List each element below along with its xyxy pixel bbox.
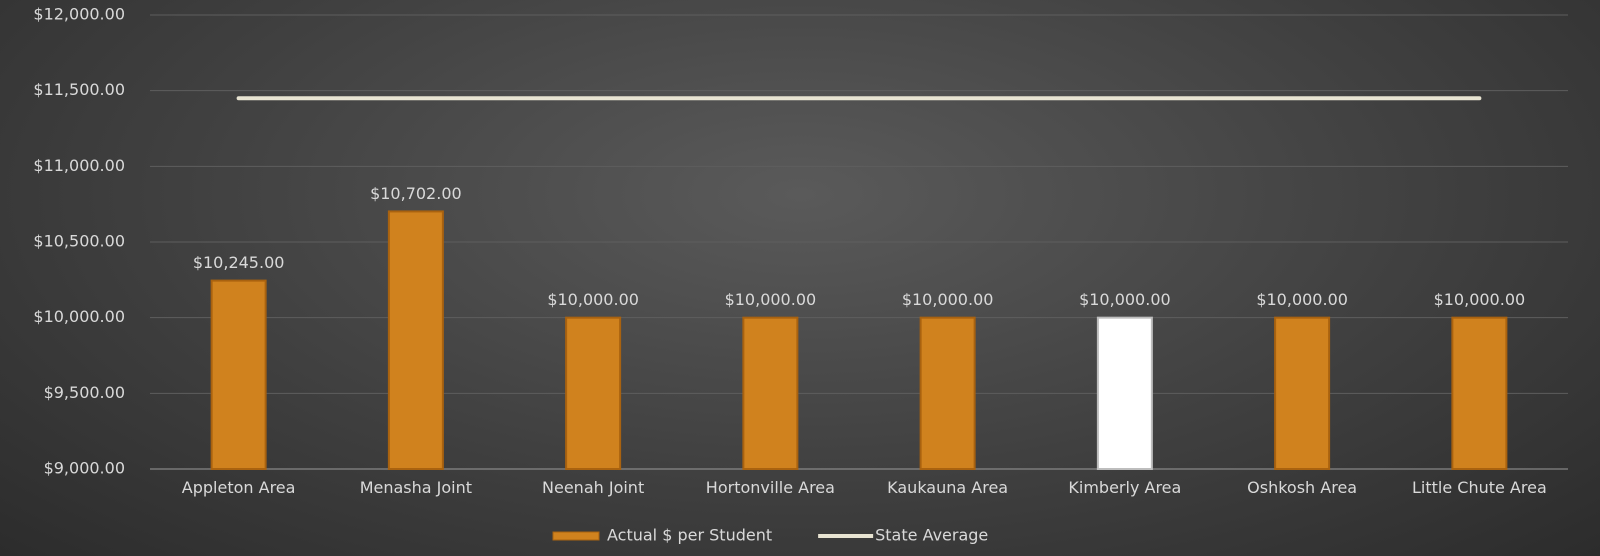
data-label: $10,000.00	[1256, 290, 1348, 309]
x-tick-label: Hortonville Area	[705, 478, 835, 497]
x-tick-label: Kimberly Area	[1068, 478, 1182, 497]
data-label: $10,245.00	[193, 253, 285, 272]
bar	[565, 316, 622, 470]
data-label: $10,000.00	[1434, 290, 1526, 309]
bar	[742, 316, 799, 470]
x-tick-label: Menasha Joint	[359, 478, 473, 497]
bar	[1274, 316, 1331, 470]
y-tick-label: $11,000.00	[33, 156, 125, 175]
y-tick-label: $10,500.00	[33, 232, 125, 251]
bar	[387, 210, 444, 470]
bar	[1451, 316, 1508, 470]
legend-label: State Average	[875, 526, 988, 545]
x-tick-label: Appleton Area	[181, 478, 296, 497]
bar	[919, 316, 976, 470]
bar	[1096, 316, 1153, 470]
data-label: $10,000.00	[902, 290, 994, 309]
data-label: $10,000.00	[1079, 290, 1171, 309]
legend-swatch	[552, 531, 600, 541]
x-tick-label: Kaukauna Area	[887, 478, 1009, 497]
y-tick-label: $10,000.00	[33, 307, 125, 326]
data-label: $10,000.00	[547, 290, 639, 309]
x-tick-label: Oshkosh Area	[1247, 478, 1358, 497]
x-tick-label: Little Chute Area	[1411, 478, 1547, 497]
legend-label: Actual $ per Student	[607, 526, 772, 545]
y-tick-label: $9,500.00	[44, 383, 125, 402]
x-tick-label: Neenah Joint	[542, 478, 645, 497]
y-tick-label: $9,000.00	[44, 459, 125, 478]
bar	[210, 279, 267, 470]
y-tick-label: $12,000.00	[33, 5, 125, 24]
y-tick-label: $11,500.00	[33, 80, 125, 99]
data-label: $10,000.00	[725, 290, 817, 309]
data-label: $10,702.00	[370, 184, 462, 203]
